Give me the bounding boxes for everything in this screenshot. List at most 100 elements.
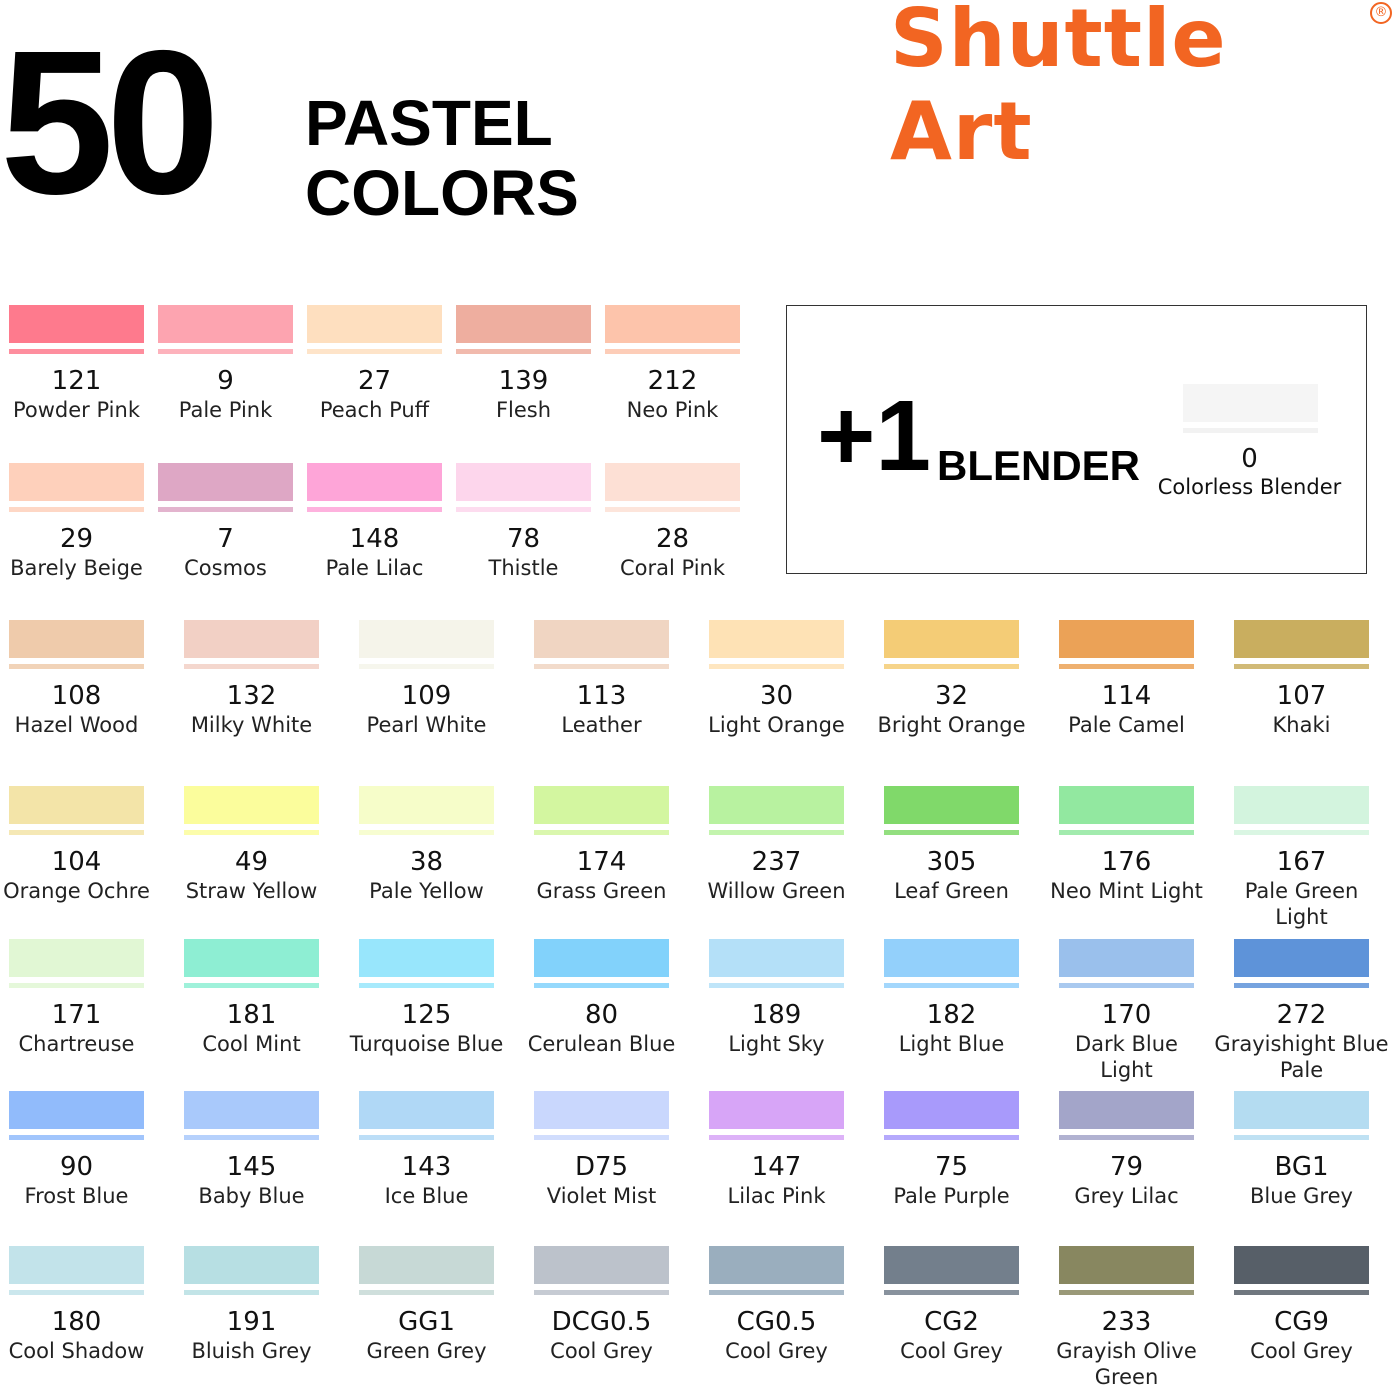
swatch-name: Frost Blue [24,1184,129,1208]
swatch-number: CG9 [1274,1307,1329,1337]
swatch-number: 113 [576,681,627,711]
swatch-name: Green Grey [366,1339,487,1363]
swatch-number: 272 [1276,1000,1327,1030]
swatch-number: 305 [926,847,977,877]
swatch-number: 49 [234,847,269,877]
swatch-name: Grayish Olive Green [1056,1339,1197,1389]
swatch-bar [709,983,844,988]
swatch-block [456,463,591,501]
color-swatch: 176 Neo Mint Light [1050,786,1203,903]
swatch-bar [158,507,293,512]
color-swatch: 305 Leaf Green [884,786,1019,903]
swatch-block [709,620,844,658]
swatch-number: 176 [1101,847,1152,877]
swatch-bar [1059,664,1194,669]
swatch-block [307,463,442,501]
swatch-block [9,1246,144,1284]
swatch-block [1234,786,1369,824]
color-swatch: 145 Baby Blue [184,1091,319,1208]
color-swatch: 189 Light Sky [709,939,844,1056]
color-swatch: 212 Neo Pink [605,305,740,422]
swatch-name: Blue Grey [1250,1184,1353,1208]
swatch-number: 148 [349,524,400,554]
swatch-name: Cool Grey [725,1339,828,1363]
swatch-bar [884,664,1019,669]
color-swatch: 107 Khaki [1234,620,1369,737]
swatch-name: Chartreuse [18,1032,135,1056]
swatch-bar [9,1290,144,1295]
page-title: PASTEL COLORS [305,88,579,228]
swatch-name: Baby Blue [198,1184,305,1208]
swatch-name: Neo Pink [626,398,719,422]
blender-label: BLENDER [937,442,1141,489]
swatch-name: Powder Pink [12,398,140,422]
swatch-block [1059,620,1194,658]
swatch-block [9,786,144,824]
swatch-name: Grayishight Blue Pale [1214,1032,1389,1082]
swatch-block [158,305,293,343]
swatch-number: 79 [1109,1152,1144,1182]
swatch-number: 90 [59,1152,94,1182]
swatch-block [184,1091,319,1129]
swatch-name: Pale Green Light [1244,879,1359,929]
swatch-name: Bluish Grey [191,1339,312,1363]
swatch-number: CG0.5 [736,1307,817,1337]
color-swatch: 272 Grayishight Blue Pale [1214,939,1389,1082]
swatch-bar [359,830,494,835]
swatch-block [1234,620,1369,658]
swatch-block [359,620,494,658]
color-swatch: 90 Frost Blue [9,1091,144,1208]
swatch-block [9,1091,144,1129]
swatch-bar [709,1290,844,1295]
swatch-number: 121 [51,366,102,396]
swatch-name: Ice Blue [384,1184,469,1208]
swatch-block [158,463,293,501]
swatch-number: 38 [409,847,444,877]
swatch-bar [884,1135,1019,1140]
color-swatch: 75 Pale Purple [884,1091,1019,1208]
blender-number: 0 [1241,444,1258,474]
color-swatch: 148 Pale Lilac [307,463,442,580]
swatch-name: Flesh [495,398,552,422]
swatch-bar [534,830,669,835]
swatch-number: 28 [655,524,690,554]
color-swatch: 143 Ice Blue [359,1091,494,1208]
swatch-bar [605,507,740,512]
swatch-name: Violet Mist [546,1184,657,1208]
swatch-name: Cosmos [184,556,267,580]
swatch-number: 78 [506,524,541,554]
swatch-block [1059,1246,1194,1284]
swatch-number: 237 [751,847,802,877]
swatch-name: Cool Grey [550,1339,653,1363]
swatch-number: 147 [751,1152,802,1182]
swatch-name: Light Orange [708,713,845,737]
color-swatch: CG2 Cool Grey [884,1246,1019,1363]
swatch-number: 181 [226,1000,277,1030]
swatch-block [9,620,144,658]
swatch-name: Dark Blue Light [1075,1032,1178,1082]
color-swatch: 132 Milky White [184,620,319,737]
swatch-block [884,1246,1019,1284]
swatch-number: 30 [759,681,794,711]
swatch-block [884,1091,1019,1129]
blender-box: +1 BLENDER 0 Colorless Blender [786,305,1367,574]
swatch-block [359,1091,494,1129]
swatch-name: Straw Yellow [185,879,318,903]
swatch-bar [605,349,740,354]
swatch-block [1234,939,1369,977]
swatch-block [184,620,319,658]
swatch-number: 139 [498,366,549,396]
swatch-block [709,786,844,824]
color-swatch: 80 Cerulean Blue [528,939,675,1056]
swatch-number: 170 [1101,1000,1152,1030]
swatch-block [1059,1091,1194,1129]
color-swatch: 174 Grass Green [534,786,669,903]
swatch-number: 182 [926,1000,977,1030]
color-swatch: 27 Peach Puff [307,305,442,422]
color-swatch: 38 Pale Yellow [359,786,494,903]
swatch-bar [1183,428,1318,433]
swatch-number: 143 [401,1152,452,1182]
swatch-name: Cool Mint [202,1032,301,1056]
color-swatch: 147 Lilac Pink [709,1091,844,1208]
swatch-block [1059,939,1194,977]
